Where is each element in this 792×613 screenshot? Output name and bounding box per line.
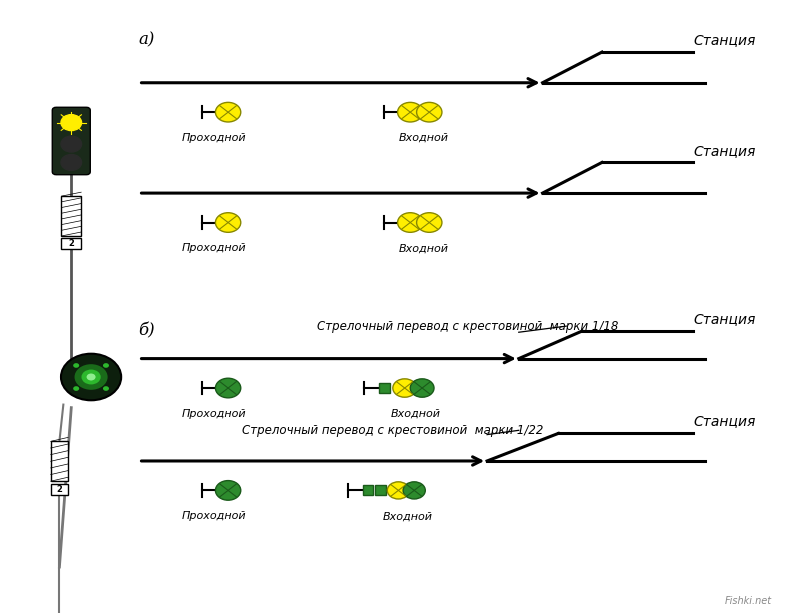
Text: 2: 2 [68,240,74,248]
Bar [61,196,81,236]
Circle shape [398,213,423,232]
Text: Входной: Входной [398,243,449,253]
Circle shape [82,370,101,384]
Circle shape [387,482,409,499]
Text: Fishki.net: Fishki.net [725,596,772,606]
Bar [375,485,386,495]
Circle shape [61,136,82,152]
Bar [363,485,373,495]
Text: Входной: Входной [390,409,441,419]
Circle shape [410,379,434,397]
Text: Станция: Станция [693,143,756,158]
Circle shape [74,364,108,390]
Circle shape [417,102,442,122]
Circle shape [61,154,82,170]
Circle shape [61,115,82,131]
Bar [61,238,81,249]
FancyBboxPatch shape [52,107,90,175]
Text: б): б) [139,322,155,340]
Text: Станция: Станция [693,312,756,326]
Circle shape [103,363,109,368]
Circle shape [398,102,423,122]
Bar [51,484,68,495]
Text: а): а) [139,31,155,48]
Text: Входной: Входной [383,511,433,521]
Text: Станция: Станция [693,414,756,428]
Text: Стрелочный перевод с крестовиной  марки 1/18: Стрелочный перевод с крестовиной марки 1… [317,319,619,333]
Text: Проходной: Проходной [181,133,246,143]
Bar [51,441,68,481]
Circle shape [215,102,241,122]
Circle shape [61,354,121,400]
Text: Входной: Входной [398,133,449,143]
Circle shape [403,482,425,499]
Text: Проходной: Проходной [181,243,246,253]
Circle shape [215,481,241,500]
Text: Станция: Станция [693,33,756,47]
Circle shape [393,379,417,397]
Text: Стрелочный перевод с крестовиной  марки 1/22: Стрелочный перевод с крестовиной марки 1… [242,424,543,437]
Circle shape [73,363,79,368]
Circle shape [103,386,109,391]
Circle shape [86,373,96,381]
Text: Проходной: Проходной [181,409,246,419]
Circle shape [215,378,241,398]
Text: Проходной: Проходной [181,511,246,521]
Text: 2: 2 [56,485,63,493]
Circle shape [215,213,241,232]
Circle shape [417,213,442,232]
Circle shape [73,386,79,391]
Bar [379,383,390,393]
